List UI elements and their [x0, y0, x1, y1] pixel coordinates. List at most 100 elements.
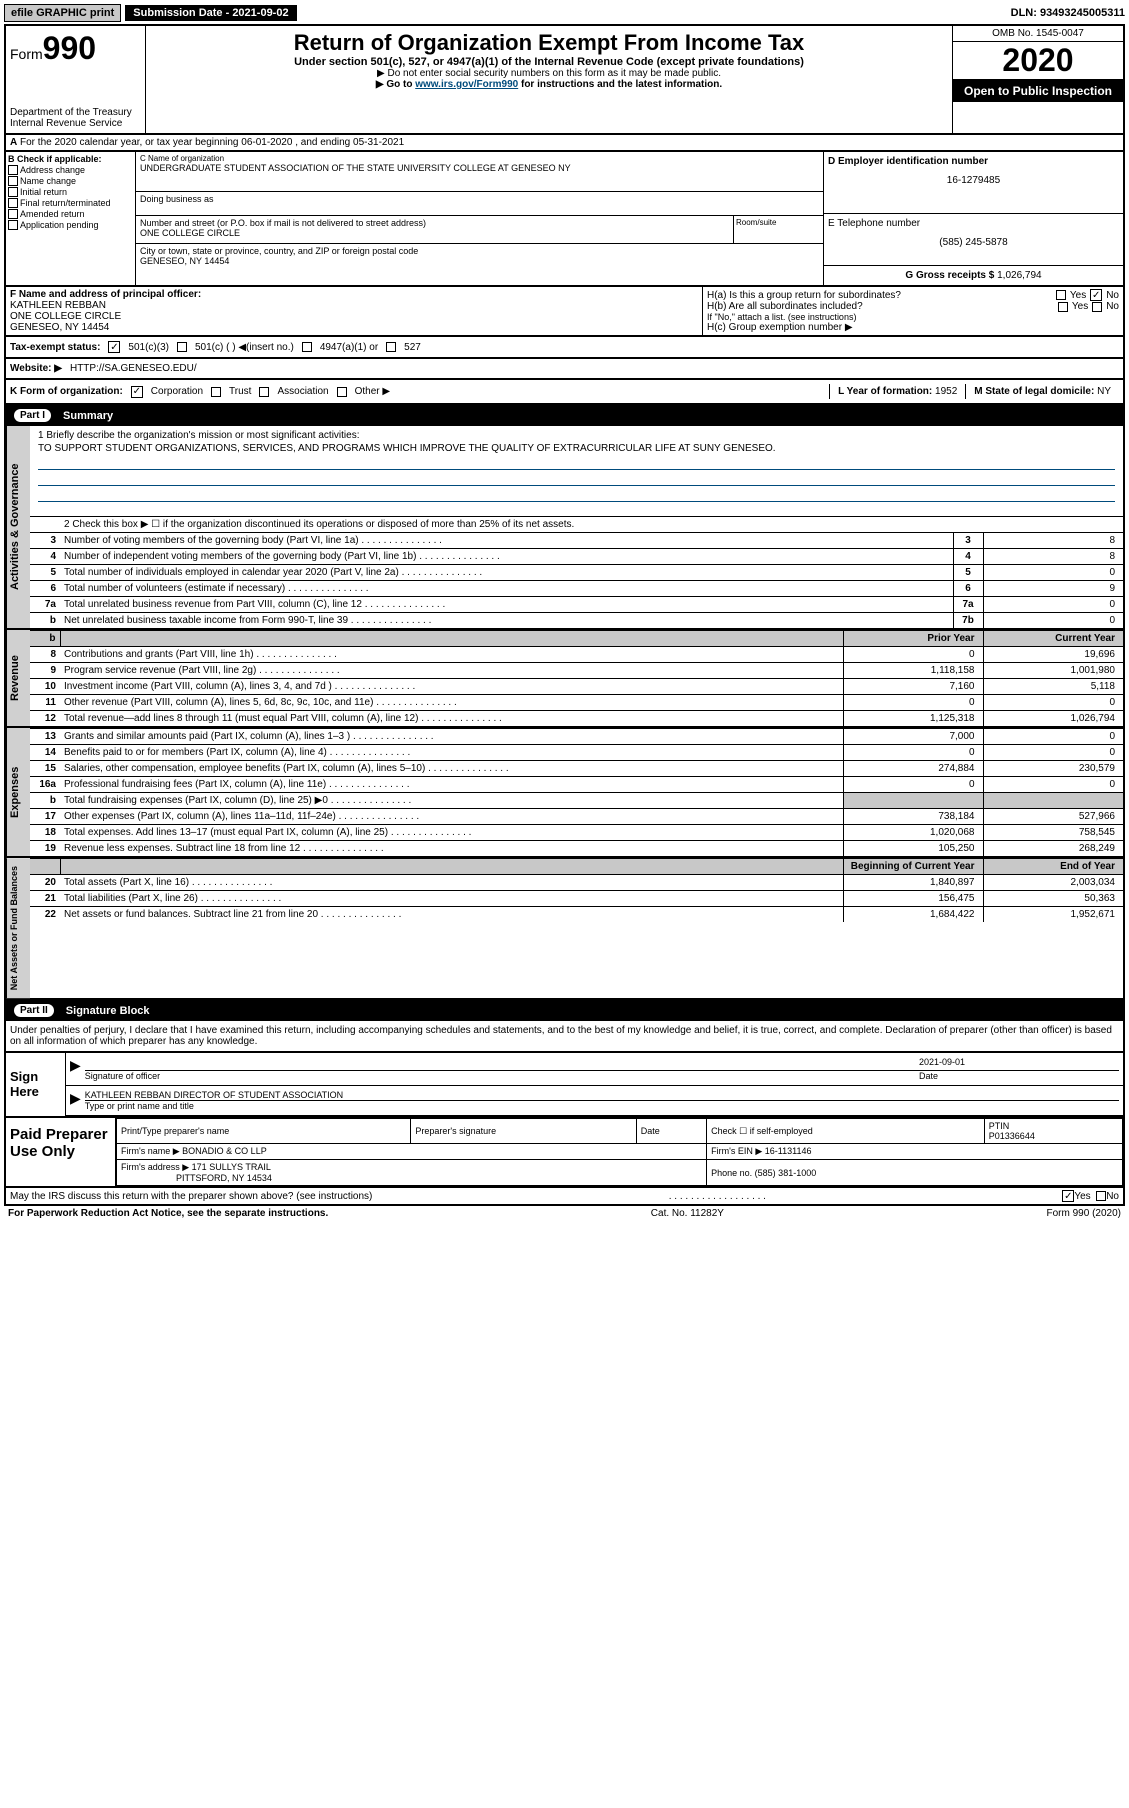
hb-label: H(b) Are all subordinates included? — [707, 301, 1054, 312]
city-state-zip: GENESEO, NY 14454 — [140, 256, 819, 266]
line-text: Total expenses. Add lines 13–17 (must eq… — [60, 825, 843, 841]
ssn-note: ▶ Do not enter social security numbers o… — [150, 68, 948, 79]
open-to-public: Open to Public Inspection — [953, 80, 1123, 102]
cat-no: Cat. No. 11282Y — [651, 1208, 724, 1219]
curr-val: 1,952,671 — [983, 907, 1123, 923]
line-num: 22 — [30, 907, 60, 923]
tax-year-range: A For the 2020 calendar year, or tax yea… — [4, 135, 1125, 152]
curr-val: 230,579 — [983, 761, 1123, 777]
dba-label: Doing business as — [140, 194, 819, 204]
checkbox-amended[interactable] — [8, 209, 18, 219]
527-checkbox[interactable] — [386, 342, 396, 352]
ptin: P01336644 — [989, 1131, 1035, 1141]
domicile-label: M State of legal domicile: — [974, 386, 1094, 397]
assoc-checkbox[interactable] — [259, 387, 269, 397]
irs-no-checkbox[interactable] — [1096, 1191, 1106, 1201]
line-text: Number of voting members of the governin… — [60, 533, 953, 549]
domicile: NY — [1097, 386, 1111, 397]
other-checkbox[interactable] — [337, 387, 347, 397]
prior-val: 0 — [843, 777, 983, 793]
website-label: Website: ▶ — [10, 363, 62, 374]
q1-label: 1 Briefly describe the organization's mi… — [38, 430, 1115, 441]
prior-val: 738,184 — [843, 809, 983, 825]
line-val: 0 — [983, 613, 1123, 629]
current-year-hdr: Current Year — [983, 631, 1123, 647]
curr-val: 0 — [983, 777, 1123, 793]
city-label: City or town, state or province, country… — [140, 246, 819, 256]
line-text: Investment income (Part VIII, column (A)… — [60, 679, 843, 695]
gross-label: G Gross receipts $ — [905, 270, 994, 281]
prior-val: 156,475 — [843, 891, 983, 907]
ein-label: D Employer identification number — [828, 156, 1119, 167]
curr-val: 0 — [983, 695, 1123, 711]
typed-label: Type or print name and title — [85, 1101, 194, 1111]
line-text: Benefits paid to or for members (Part IX… — [60, 745, 843, 761]
line-num: 19 — [30, 841, 60, 857]
officer-name: KATHLEEN REBBAN — [10, 300, 698, 311]
ha-no-checkbox[interactable]: ✓ — [1090, 289, 1102, 301]
firm-ein-label: Firm's EIN ▶ — [711, 1146, 762, 1156]
line-val: 0 — [983, 565, 1123, 581]
firm-name-label: Firm's name ▶ — [121, 1146, 180, 1156]
line-num: 4 — [30, 549, 60, 565]
sig-date: 2021-09-01 — [919, 1057, 1119, 1071]
line-text: Number of independent voting members of … — [60, 549, 953, 565]
line-num: 5 — [30, 565, 60, 581]
q1-answer: TO SUPPORT STUDENT ORGANIZATIONS, SERVIC… — [38, 443, 1115, 454]
prior-val: 0 — [843, 745, 983, 761]
officer-addr2: GENESEO, NY 14454 — [10, 322, 698, 333]
line-box: 4 — [953, 549, 983, 565]
efile-label: efile GRAPHIC print — [4, 4, 121, 22]
goto-post: for instructions and the latest informat… — [518, 79, 722, 90]
checkbox-address-change[interactable] — [8, 165, 18, 175]
line-box: 5 — [953, 565, 983, 581]
penalties-text: Under penalties of perjury, I declare th… — [4, 1021, 1125, 1053]
ha-yes-checkbox[interactable] — [1056, 290, 1066, 300]
checkbox-name-change[interactable] — [8, 176, 18, 186]
checkbox-initial-return[interactable] — [8, 187, 18, 197]
hb-yes-checkbox[interactable] — [1058, 302, 1068, 312]
top-toolbar: efile GRAPHIC print Submission Date - 20… — [4, 4, 1125, 26]
netassets-table: Beginning of Current YearEnd of Year 20T… — [30, 858, 1123, 922]
curr-val: 527,966 — [983, 809, 1123, 825]
prior-val: 105,250 — [843, 841, 983, 857]
line-num: b — [30, 793, 60, 809]
prior-val — [843, 793, 983, 809]
irs-yes-checkbox[interactable]: ✓ — [1062, 1190, 1074, 1202]
hb-no-checkbox[interactable] — [1092, 302, 1102, 312]
curr-val: 268,249 — [983, 841, 1123, 857]
firm-ein: 16-1131146 — [765, 1146, 812, 1156]
checkbox-final-return[interactable] — [8, 198, 18, 208]
form-number: 990 — [43, 30, 96, 66]
org-name: UNDERGRADUATE STUDENT ASSOCIATION OF THE… — [140, 163, 819, 173]
ein-value: 16-1279485 — [828, 175, 1119, 186]
line-text: Net assets or fund balances. Subtract li… — [60, 907, 843, 923]
form-title: Return of Organization Exempt From Incom… — [150, 30, 948, 56]
line-num: 13 — [30, 729, 60, 745]
firm-addr1: 171 SULLYS TRAIL — [192, 1162, 271, 1172]
corp-checkbox[interactable]: ✓ — [131, 386, 143, 398]
501c-checkbox[interactable] — [177, 342, 187, 352]
irs-link[interactable]: www.irs.gov/Form990 — [415, 79, 518, 90]
line-text: Grants and similar amounts paid (Part IX… — [60, 729, 843, 745]
line-num: 6 — [30, 581, 60, 597]
prior-year-hdr: Prior Year — [843, 631, 983, 647]
line-text: Total assets (Part X, line 16) — [60, 875, 843, 891]
line-box: 6 — [953, 581, 983, 597]
4947-checkbox[interactable] — [302, 342, 312, 352]
prior-val: 1,684,422 — [843, 907, 983, 923]
trust-checkbox[interactable] — [211, 387, 221, 397]
line-val: 8 — [983, 533, 1123, 549]
irs-discuss-q: May the IRS discuss this return with the… — [10, 1191, 372, 1202]
curr-val: 5,118 — [983, 679, 1123, 695]
beg-year-hdr: Beginning of Current Year — [843, 859, 983, 875]
curr-val: 19,696 — [983, 647, 1123, 663]
line-text: Professional fundraising fees (Part IX, … — [60, 777, 843, 793]
line-num: 16a — [30, 777, 60, 793]
sig-officer-label: Signature of officer — [85, 1071, 160, 1081]
line-text: Total number of individuals employed in … — [60, 565, 953, 581]
checkbox-application-pending[interactable] — [8, 220, 18, 230]
501c3-checkbox[interactable]: ✓ — [108, 341, 120, 353]
ha-label: H(a) Is this a group return for subordin… — [707, 290, 1052, 301]
room-suite-label: Room/suite — [733, 216, 823, 244]
